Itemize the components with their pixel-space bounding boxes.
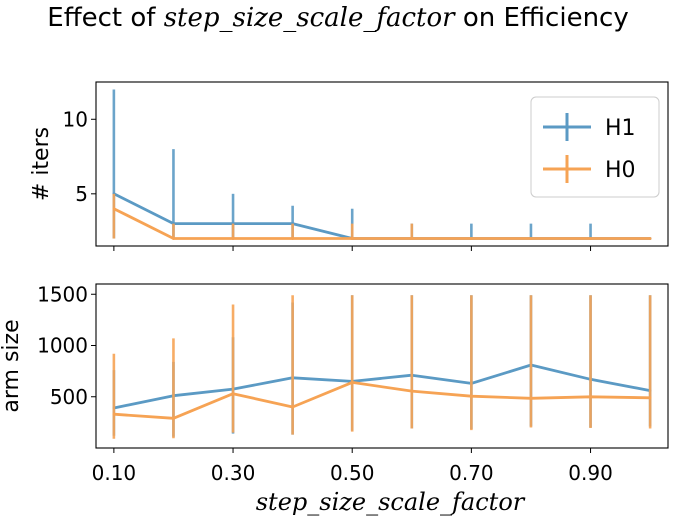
chart-title: Effect of step_size_scale_factor on Effi… bbox=[47, 3, 628, 33]
x-axis-label: step_size_scale_factor bbox=[256, 488, 526, 516]
y-tick-label: 1500 bbox=[37, 282, 88, 306]
series-line bbox=[113, 207, 651, 240]
y-tick-label: 5 bbox=[75, 182, 88, 206]
data-point bbox=[589, 395, 592, 399]
y-axis-label: arm size bbox=[0, 319, 24, 412]
data-point bbox=[410, 389, 414, 393]
series-line bbox=[113, 380, 651, 420]
data-point bbox=[231, 237, 235, 240]
x-tick-label: 0.90 bbox=[568, 461, 613, 485]
series-line bbox=[113, 192, 651, 240]
legend: H1 H0 bbox=[530, 96, 660, 198]
x-tick-label: 0.50 bbox=[330, 461, 375, 485]
data-point bbox=[172, 237, 175, 240]
x-tick-label: 0.70 bbox=[449, 461, 494, 485]
series-h0 bbox=[112, 193, 652, 240]
plot-frame bbox=[95, 283, 669, 449]
data-point bbox=[291, 237, 295, 240]
legend-label: H0 bbox=[605, 158, 636, 183]
data-point bbox=[529, 237, 533, 240]
data-point bbox=[291, 405, 295, 409]
data-point bbox=[350, 237, 354, 240]
legend-item-h1: H1 bbox=[543, 113, 636, 141]
data-point bbox=[529, 396, 533, 400]
legend-item-h0: H0 bbox=[543, 155, 636, 183]
data-point bbox=[469, 237, 473, 240]
x-tick-label: 0.10 bbox=[92, 461, 137, 485]
data-point bbox=[410, 237, 414, 240]
legend-box bbox=[530, 96, 660, 198]
arm-size-panel: 500 1000 1500 0.10 0.30 0.50 0.70 0.90 arm size bbox=[0, 282, 669, 485]
data-point bbox=[231, 392, 235, 396]
data-point bbox=[469, 394, 473, 398]
y-tick-label: 10 bbox=[63, 107, 88, 131]
legend-label: H1 bbox=[605, 116, 636, 141]
data-point bbox=[648, 237, 652, 240]
data-point bbox=[589, 237, 592, 240]
data-point bbox=[648, 396, 652, 400]
iters-panel: 5 10 # iters H1 H0 bbox=[29, 81, 669, 251]
y-tick-label: 500 bbox=[50, 385, 88, 409]
x-tick-label: 0.30 bbox=[211, 461, 256, 485]
y-tick-label: 1000 bbox=[37, 334, 88, 358]
data-point bbox=[350, 381, 354, 384]
data-point bbox=[112, 207, 116, 211]
series-h1 bbox=[112, 295, 652, 437]
series-line bbox=[113, 363, 651, 410]
data-point bbox=[112, 412, 116, 416]
series-h0 bbox=[112, 295, 652, 439]
plot-frame bbox=[95, 81, 669, 247]
y-axis-label: # iters bbox=[29, 127, 54, 201]
data-point bbox=[172, 416, 175, 420]
